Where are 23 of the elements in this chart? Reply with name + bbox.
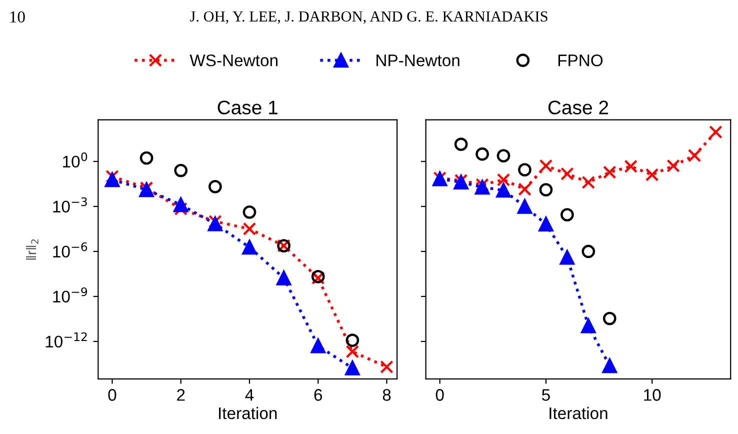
x-tick-label: 2: [177, 389, 185, 401]
chart-title: Case 1: [218, 100, 278, 114]
text: 10: [10, 11, 25, 23]
y-axis-title: ‖r‖$_{2}$: [26, 239, 38, 260]
x-tick-label: 5: [542, 389, 550, 401]
legend-label: NP-Newton: [376, 54, 460, 66]
y-tick-label: 10$^{−12}$: [46, 332, 87, 348]
x-tick-label: 4: [245, 389, 254, 401]
y-tick-label: 10$^{−3}$: [53, 197, 87, 213]
x-tick-label: 0: [108, 389, 116, 401]
y-tick-label: 10$^{0}$: [63, 152, 88, 168]
legend-label: WS-Newton: [190, 54, 278, 66]
x-tick-label: 0: [436, 389, 444, 401]
y-tick-label: 10$^{−9}$: [53, 287, 88, 303]
legend-label: FPNO: [558, 54, 603, 66]
y-tick-label: 10$^{−6}$: [53, 242, 88, 258]
x-tick-label: 6: [314, 389, 322, 401]
x-axis-title: Iteration: [550, 406, 608, 420]
x-axis-title: Iteration: [219, 406, 277, 420]
text: J. OH, Y. LEE, J. DARBON, AND G. E. KARNIADAKIS: [190, 11, 548, 24]
x-tick-label: 8: [382, 389, 391, 401]
x-tick-label: 10: [644, 389, 661, 401]
chart-title: Case 2: [548, 100, 608, 114]
